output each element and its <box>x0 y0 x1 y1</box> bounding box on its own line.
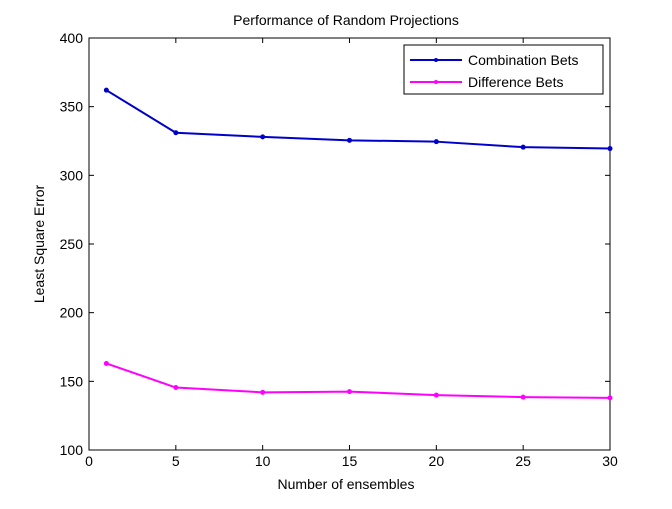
y-tick-label: 150 <box>60 373 84 389</box>
series-2-point <box>173 385 179 391</box>
legend-marker-2 <box>434 80 438 84</box>
chart-title: Performance of Random Projections <box>233 12 459 28</box>
x-tick-label: 30 <box>602 453 618 469</box>
legend-marker-1 <box>434 58 438 62</box>
series-1-point <box>347 137 352 143</box>
y-tick-label: 250 <box>60 236 84 252</box>
series-2-point <box>520 394 526 400</box>
series-2-point <box>433 392 439 398</box>
series-2-point <box>103 360 109 366</box>
x-tick-label: 25 <box>515 453 531 469</box>
x-tick-label: 5 <box>172 453 180 469</box>
legend-box <box>403 44 604 95</box>
legend: Combination Bets Difference Bets <box>403 44 604 95</box>
series-1-point <box>260 134 266 140</box>
series-1-point <box>433 139 439 145</box>
x-tick-label: 0 <box>85 453 93 469</box>
plot-area <box>88 37 611 451</box>
series-1-point <box>103 87 109 93</box>
y-tick-label: 350 <box>60 99 84 115</box>
x-tick-label: 15 <box>342 453 358 469</box>
x-tick-label: 20 <box>429 453 445 469</box>
series-1-point <box>173 130 179 136</box>
y-axis: 100 150 200 250 300 350 400 <box>60 30 610 458</box>
y-tick-label: 100 <box>60 442 84 458</box>
series-layer <box>103 87 613 401</box>
series-2-point <box>260 389 266 395</box>
series-2-point <box>347 389 352 395</box>
y-tick-label: 200 <box>60 305 84 321</box>
legend-label-1: Combination Bets <box>468 52 579 68</box>
x-axis: 0 5 10 15 20 25 30 <box>85 38 618 469</box>
series-2-point <box>607 395 613 401</box>
x-tick-label: 10 <box>255 453 271 469</box>
x-axis-title: Number of ensembles <box>278 476 415 492</box>
series-1-point <box>520 144 526 150</box>
y-tick-label: 300 <box>60 167 84 183</box>
series-1-point <box>607 146 613 152</box>
y-tick-label: 400 <box>60 30 84 46</box>
y-axis-title: Least Square Error <box>31 185 47 304</box>
legend-label-2: Difference Bets <box>468 74 563 90</box>
